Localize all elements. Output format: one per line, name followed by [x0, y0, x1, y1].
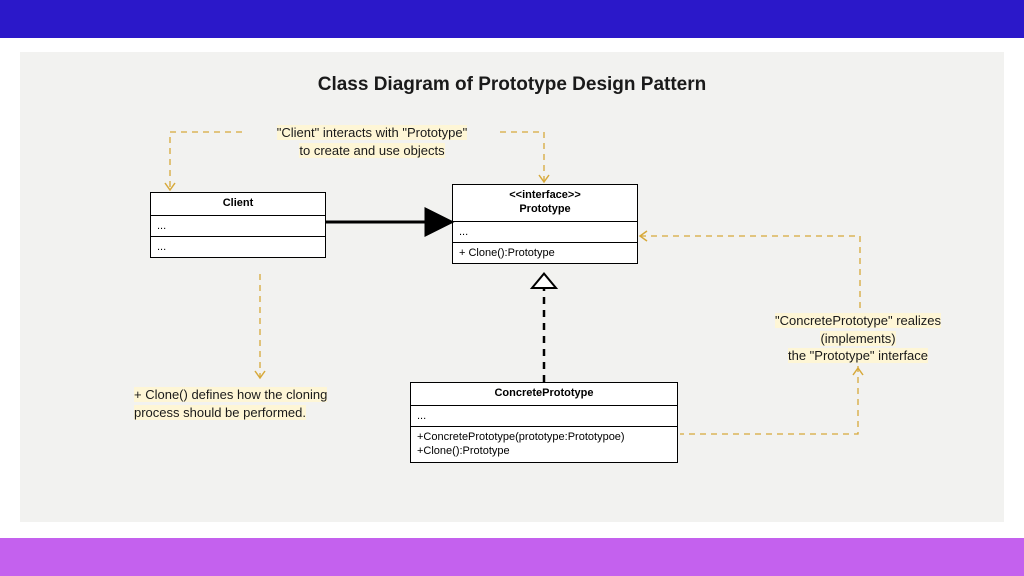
class-prototype: <<interface>> Prototype ... + Clone():Pr…	[452, 184, 638, 264]
class-concrete-prototype: ConcretePrototype ... +ConcretePrototype…	[410, 382, 678, 463]
class-prototype-name: Prototype	[519, 203, 570, 215]
class-client-name: Client	[151, 193, 325, 216]
class-prototype-attrs: ...	[453, 222, 637, 243]
note-concrete-realizes: "ConcretePrototype" realizes (implements…	[738, 310, 978, 367]
class-concrete-ops: +ConcretePrototype(prototype:Prototypoe)…	[411, 427, 677, 462]
class-concrete-attrs: ...	[411, 406, 677, 427]
note-client-prototype: "Client" interacts with "Prototype" to c…	[242, 122, 502, 161]
note-clone-definition: + Clone() defines how the cloning proces…	[130, 384, 390, 423]
class-prototype-header: <<interface>> Prototype	[453, 185, 637, 222]
class-client-ops: ...	[151, 237, 325, 257]
bottom-bar	[0, 538, 1024, 576]
diagram-title: Class Diagram of Prototype Design Patter…	[20, 74, 1004, 96]
top-bar	[0, 0, 1024, 38]
class-concrete-name: ConcretePrototype	[411, 383, 677, 406]
diagram-canvas: Class Diagram of Prototype Design Patter…	[20, 52, 1004, 522]
class-prototype-ops: + Clone():Prototype	[453, 243, 637, 263]
class-prototype-stereotype: <<interface>>	[509, 189, 581, 201]
diagram-canvas-wrap: Class Diagram of Prototype Design Patter…	[20, 52, 1004, 522]
class-client-attrs: ...	[151, 216, 325, 237]
class-client: Client ... ...	[150, 192, 326, 258]
